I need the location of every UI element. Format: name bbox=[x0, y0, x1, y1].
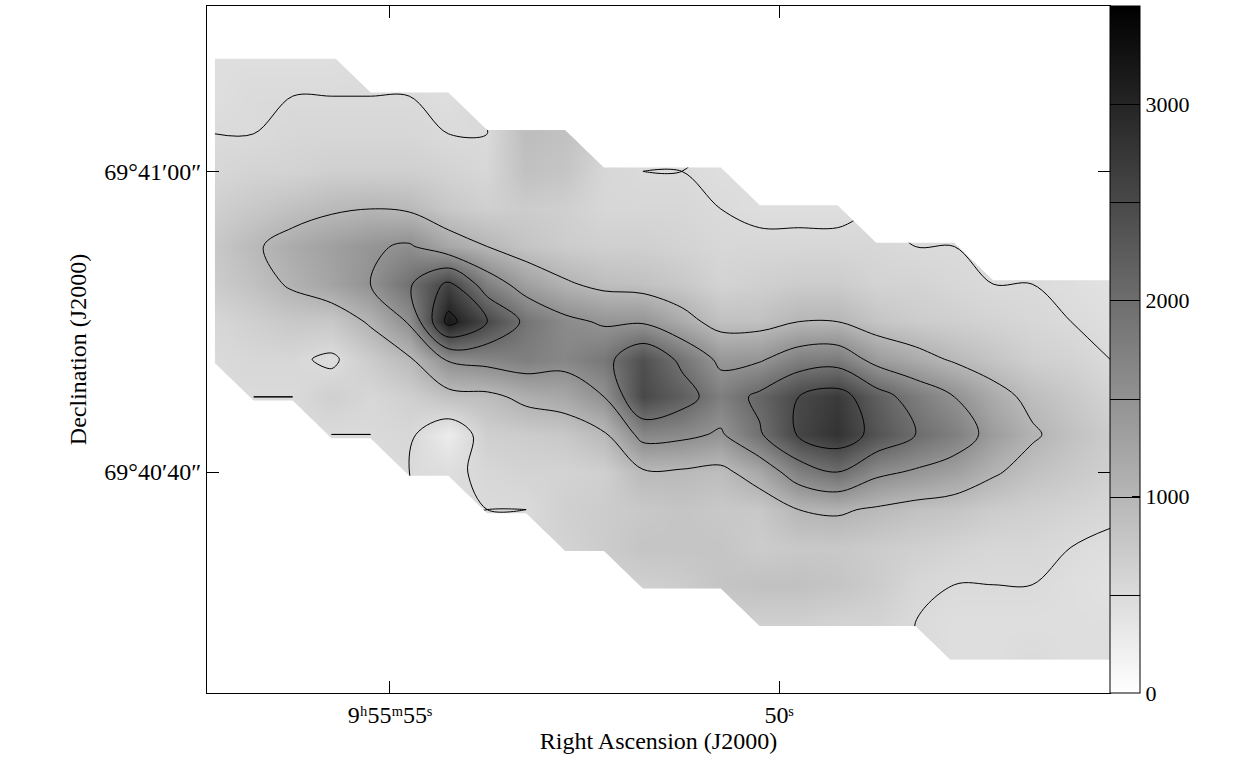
svg-text:2000: 2000 bbox=[1145, 288, 1189, 313]
svg-text:69°41′00″: 69°41′00″ bbox=[104, 159, 201, 185]
svg-text:69°40′40″: 69°40′40″ bbox=[104, 459, 201, 485]
svg-text:0: 0 bbox=[1145, 681, 1156, 706]
svg-text:9ʰ55ᵐ55ˢ: 9ʰ55ᵐ55ˢ bbox=[348, 702, 433, 728]
svg-text:1000: 1000 bbox=[1145, 484, 1189, 509]
svg-text:50ˢ: 50ˢ bbox=[765, 702, 794, 728]
svg-text:3000: 3000 bbox=[1145, 92, 1189, 117]
svg-text:Right Ascension (J2000): Right Ascension (J2000) bbox=[540, 728, 777, 754]
svg-text:Declination (J2000): Declination (J2000) bbox=[65, 254, 91, 445]
